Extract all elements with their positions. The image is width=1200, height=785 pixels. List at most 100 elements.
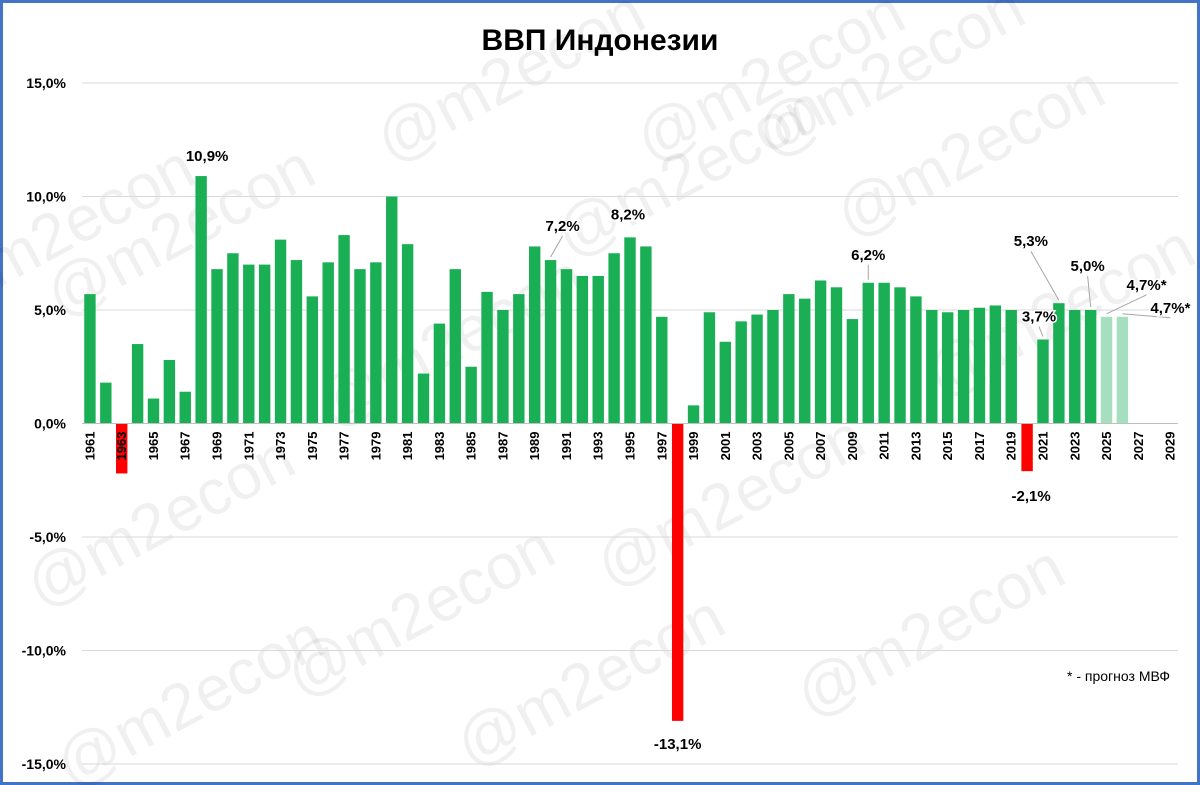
x-tick-label: 1987 — [495, 432, 510, 461]
bar-1964 — [131, 344, 144, 424]
chart-title: ВВП Индонезии — [482, 24, 719, 57]
data-label-1968: 10,9% — [186, 148, 229, 165]
bar-2017 — [973, 307, 986, 424]
bar-2020 — [1021, 423, 1033, 472]
bar-2005 — [783, 294, 795, 424]
bar-2015 — [941, 312, 954, 424]
bar-2009 — [846, 319, 859, 424]
bar-1961 — [84, 294, 96, 424]
bar-1967 — [179, 391, 191, 424]
bar-1968 — [195, 176, 207, 424]
bar-1981 — [401, 244, 414, 424]
bar-2022 — [1053, 303, 1065, 424]
x-tick-label: 2019 — [1004, 432, 1019, 461]
bar-1969 — [211, 269, 223, 424]
data-label-1998: -13,1% — [654, 736, 702, 753]
y-tick-label: -15,0% — [22, 756, 67, 772]
bar-2024 — [1084, 310, 1097, 424]
x-tick-label: 2021 — [1035, 432, 1050, 461]
watermark-text: @m2econ — [784, 530, 1076, 731]
leader-line — [1106, 294, 1147, 315]
bar-1982 — [417, 373, 430, 424]
x-tick-label: 2001 — [718, 432, 733, 461]
x-tick-label: 1973 — [273, 432, 288, 461]
bar-1995 — [624, 237, 636, 424]
footnote: * - прогноз МВФ — [1067, 668, 1170, 684]
bar-2014 — [926, 310, 938, 424]
bar-1977 — [338, 235, 350, 424]
bar-1965 — [147, 398, 160, 424]
bar-1999 — [687, 405, 700, 424]
y-axis-labels: 15,0% 10,0% 5,0% 0,0% -5,0% -10,0% -15,0% — [22, 75, 67, 772]
x-tick-label: 1997 — [654, 432, 669, 461]
y-tick-label: 15,0% — [26, 75, 66, 91]
x-tick-label: 2011 — [877, 432, 892, 460]
bar-1973 — [274, 239, 287, 424]
bar-2008 — [830, 287, 843, 424]
bar-2010 — [862, 282, 874, 424]
bar-1985 — [465, 366, 477, 424]
x-tick-label: 1967 — [178, 432, 193, 461]
watermark-text: @m2econ — [584, 400, 876, 601]
x-axis-labels: 1961 1963 1965 1967 1969 1971 1973 1975 1977 1979… — [82, 432, 1177, 461]
y-tick-label: -10,0% — [22, 643, 67, 659]
bar-2019 — [1005, 310, 1017, 424]
x-tick-label: 2027 — [1131, 432, 1146, 461]
x-tick-label: 1985 — [464, 432, 479, 461]
y-tick-label: 5,0% — [34, 302, 66, 318]
bar-2007 — [814, 280, 827, 424]
data-label-2020: -2,1% — [1012, 488, 1051, 505]
x-tick-label: 2003 — [750, 432, 765, 461]
bar-1970 — [227, 253, 239, 424]
leader-line — [550, 235, 564, 258]
x-tick-label: 2029 — [1163, 432, 1178, 461]
x-tick-label: 2017 — [972, 432, 987, 461]
bar-2021 — [1037, 339, 1049, 424]
x-tick-label: 2025 — [1099, 432, 1114, 461]
x-tick-label: 1983 — [432, 432, 447, 461]
y-tick-label: -5,0% — [29, 529, 66, 545]
bar-1994 — [608, 253, 620, 424]
bar-2001 — [719, 341, 732, 424]
watermark-text: @m2econ — [44, 600, 336, 785]
bar-2016 — [957, 310, 970, 424]
x-tick-label: 2007 — [813, 432, 828, 461]
x-tick-label: 1961 — [82, 432, 97, 461]
leader-line — [1038, 326, 1044, 337]
data-label-1990: 7,2% — [545, 218, 579, 235]
bar-1986 — [481, 291, 493, 424]
x-tick-label: 1977 — [337, 432, 352, 461]
x-tick-label: 1969 — [210, 432, 225, 461]
bar-2018 — [989, 305, 1002, 424]
x-tick-label: 1993 — [591, 432, 606, 461]
bar-1997 — [656, 316, 668, 424]
data-label-2021: 3,7% — [1022, 309, 1056, 326]
data-labels: 10,9% 7,2% 8,2% -13,1% 6,2% -2,1% 3,7% 5,3% 5,0%… — [184, 147, 1192, 755]
data-label-2026: 4,7%* — [1150, 300, 1190, 317]
bar-2026 — [1116, 316, 1129, 424]
x-tick-label: 1989 — [527, 432, 542, 461]
bar-1998 — [671, 423, 684, 721]
bar-1978 — [354, 269, 366, 424]
bar-1976 — [322, 262, 334, 424]
bar-1974 — [290, 260, 303, 424]
bar-1971 — [243, 264, 255, 424]
x-tick-label: 1995 — [623, 432, 638, 461]
data-label-2022: 5,3% — [1014, 233, 1048, 250]
bar-1972 — [258, 264, 271, 424]
x-tick-label: 1975 — [305, 432, 320, 461]
bar-1980 — [386, 196, 398, 424]
bar-1963 — [116, 423, 128, 474]
data-label-1995: 8,2% — [611, 206, 645, 223]
bar-2004 — [767, 310, 779, 424]
bar-2003 — [751, 314, 763, 424]
bar-2025 — [1100, 316, 1113, 424]
y-tick-label: 10,0% — [26, 189, 66, 205]
bar-2002 — [735, 321, 747, 424]
bar-1962 — [100, 382, 112, 424]
x-tick-label: 1981 — [400, 432, 415, 461]
bar-2000 — [703, 312, 716, 424]
x-tick-label: 1991 — [559, 432, 574, 461]
bar-2012 — [894, 287, 906, 424]
